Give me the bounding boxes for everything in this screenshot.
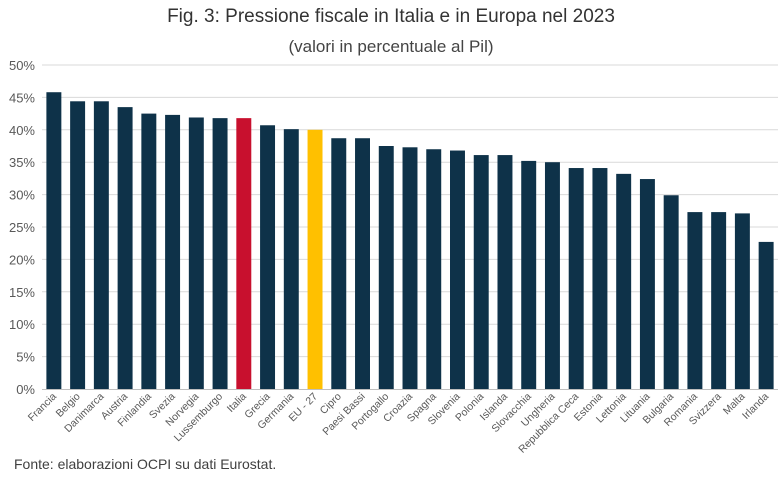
bar bbox=[283, 129, 299, 390]
bar bbox=[497, 155, 513, 389]
bar bbox=[450, 150, 465, 389]
bar bbox=[473, 155, 489, 389]
bar bbox=[378, 146, 394, 389]
bar bbox=[93, 101, 109, 390]
bar bbox=[711, 212, 727, 389]
bar bbox=[260, 125, 276, 389]
bar bbox=[307, 129, 323, 390]
y-tick-labels: 0% 5% 10% 15% 20% 25% 30% 35% 40% 45% 50% bbox=[9, 58, 35, 397]
bar bbox=[521, 160, 537, 389]
y-tick-label: 25% bbox=[9, 220, 35, 235]
bar bbox=[568, 168, 584, 389]
bar bbox=[663, 195, 679, 389]
bar bbox=[402, 147, 418, 389]
bar bbox=[331, 138, 347, 389]
chart-subtitle: (valori in percentuale al Pil) bbox=[288, 37, 494, 56]
bar bbox=[188, 117, 204, 389]
bar bbox=[117, 107, 133, 390]
x-tick-labels: FranciaBelgioDanimarcaAustriaFinlandiaSv… bbox=[26, 391, 772, 456]
y-tick-label: 35% bbox=[9, 155, 35, 170]
bar bbox=[758, 241, 774, 389]
source-note: Fonte: elaborazioni OCPI su dati Eurosta… bbox=[14, 456, 277, 472]
bar bbox=[46, 92, 62, 389]
bar bbox=[616, 173, 632, 389]
y-tick-label: 50% bbox=[9, 58, 35, 73]
y-tick-label: 30% bbox=[9, 188, 35, 203]
bar bbox=[687, 212, 703, 389]
bar bbox=[236, 118, 252, 390]
y-tick-label: 45% bbox=[9, 90, 35, 105]
y-tick-label: 10% bbox=[9, 317, 35, 332]
y-tick-label: 5% bbox=[16, 350, 35, 365]
bar bbox=[426, 149, 442, 389]
chart-title: Fig. 3: Pressione fiscale in Italia e in… bbox=[167, 6, 615, 27]
y-tick-label: 40% bbox=[9, 123, 35, 138]
bars bbox=[46, 92, 774, 390]
y-tick-label: 0% bbox=[16, 382, 35, 397]
bar bbox=[165, 114, 181, 390]
bar bbox=[355, 138, 370, 389]
bar bbox=[141, 113, 157, 389]
bar bbox=[544, 162, 560, 389]
bar bbox=[734, 213, 750, 389]
bar bbox=[70, 101, 86, 390]
bar bbox=[212, 118, 228, 390]
bar bbox=[639, 179, 655, 389]
bar bbox=[592, 168, 608, 389]
y-tick-label: 15% bbox=[9, 285, 35, 300]
y-tick-label: 20% bbox=[9, 252, 35, 267]
x-tick-label: Irlanda bbox=[740, 391, 771, 422]
